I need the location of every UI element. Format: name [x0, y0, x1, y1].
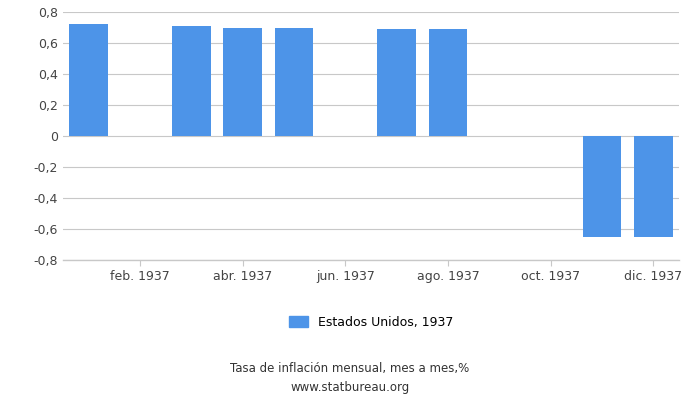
Bar	[223, 28, 262, 136]
Bar	[172, 26, 211, 136]
Text: Tasa de inflación mensual, mes a mes,%
www.statbureau.org: Tasa de inflación mensual, mes a mes,% w…	[230, 362, 470, 394]
Legend: Estados Unidos, 1937: Estados Unidos, 1937	[284, 311, 458, 334]
Bar	[582, 136, 622, 237]
Bar	[377, 29, 416, 136]
Bar	[428, 29, 467, 136]
Bar	[634, 136, 673, 237]
Bar	[274, 28, 314, 136]
Bar	[69, 24, 108, 136]
